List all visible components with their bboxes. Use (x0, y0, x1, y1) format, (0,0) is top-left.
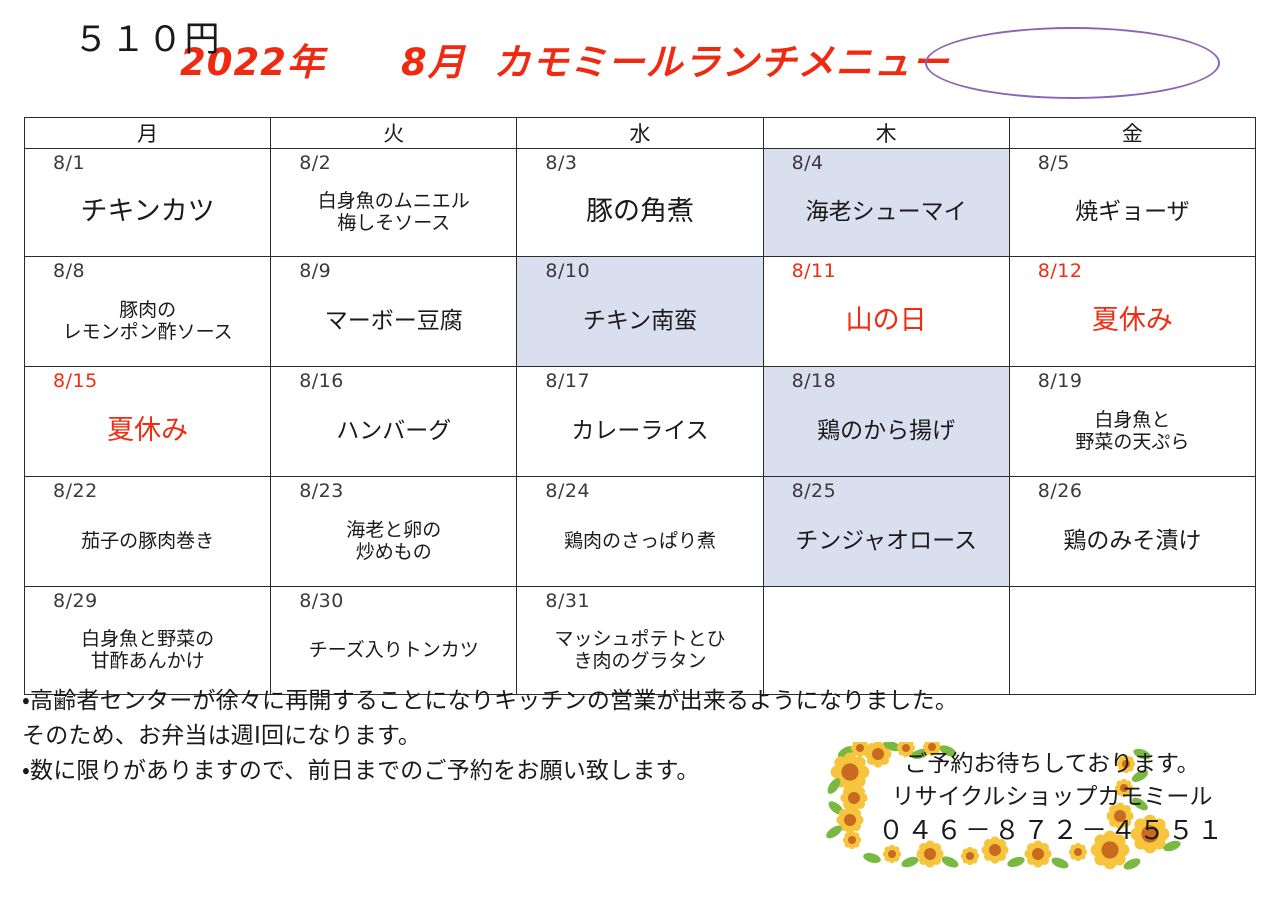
day-cell[interactable]: 8/26 鶏のみそ漬け (1008, 476, 1257, 587)
calendar-week-row: 8/8 豚肉の レモンポン酢ソース 8/9 マーボー豆腐 8/10 チキン南蛮 8/1… (23, 256, 1257, 367)
day-date: 8/24 (545, 480, 591, 502)
day-dish: 白身魚と 野菜の天ぷら (1075, 409, 1190, 454)
weekday-header-wed: 水 (516, 117, 764, 149)
day-dish: 夏休み (1091, 305, 1173, 337)
day-dish: 海老と卵の 炒めもの (346, 519, 442, 564)
day-cell[interactable]: 8/31 マッシュポテトとひ き肉のグラタン (516, 586, 764, 695)
day-dish: カレーライス (571, 417, 709, 444)
day-dish (770, 591, 1003, 688)
day-dish: 茄子の豚肉巻き (81, 530, 215, 553)
contact-line-reservation: ご予約お待ちしております。 (904, 751, 1200, 777)
day-dish: マーボー豆腐 (324, 307, 463, 334)
day-dish: チキン南蛮 (582, 307, 698, 334)
calendar-body: 8/1 チキンカツ 8/2 白身魚のムニエル 梅しそソース 8/3 豚の角煮 8/4 海… (23, 148, 1257, 695)
day-cell-empty[interactable] (1008, 586, 1257, 695)
day-cell[interactable]: 8/30 チーズ入りトンカツ (270, 586, 518, 695)
day-dish: 海老シューマイ (805, 198, 967, 225)
page-header: 2022年 8月 カモミールランチメニュー ５１０円 (0, 0, 1280, 117)
day-date: 8/22 (53, 480, 98, 502)
day-dish: チンジャオロース (795, 527, 977, 554)
calendar-header-row: 月 火 水 木 金 (23, 117, 1257, 149)
day-dish: 鶏肉のさっぱり煮 (563, 530, 716, 553)
day-date: 8/4 (791, 152, 824, 174)
day-dish: チキンカツ (80, 196, 215, 228)
note-line-1: ・高齢者センターが徐々に再開することになりキッチンの営業が出来るようになりました… (22, 688, 959, 714)
day-dish: 山の日 (845, 305, 927, 337)
day-cell[interactable]: 8/29 白身魚と野菜の 甘酢あんかけ (23, 586, 272, 695)
day-cell[interactable]: 8/5 焼ギョーザ (1008, 148, 1257, 257)
day-cell[interactable]: 8/25 チンジャオロース (762, 476, 1010, 587)
contact-line-shop-name: リサイクルショップカモミール (891, 783, 1213, 810)
day-date: 8/15 (53, 370, 98, 392)
day-cell[interactable]: 8/24 鶏肉のさっぱり煮 (516, 476, 764, 587)
day-dish: 焼ギョーザ (1075, 198, 1190, 225)
day-cell[interactable]: 8/15 夏休み (23, 366, 272, 477)
weekday-header-thu: 木 (762, 117, 1010, 149)
day-cell[interactable]: 8/8 豚肉の レモンポン酢ソース (23, 256, 272, 367)
day-dish: 白身魚のムニエル 梅しそソース (317, 190, 470, 235)
day-cell[interactable]: 8/16 ハンバーグ (270, 366, 518, 477)
lunch-menu-calendar: 月 火 水 木 金 8/1 チキンカツ 8/2 白身魚のムニエル 梅しそソース 8/… (23, 117, 1257, 695)
calendar-week-row: 8/15 夏休み 8/16 ハンバーグ 8/17 カレーライス 8/18 鶏のから揚げ … (23, 366, 1257, 477)
weekday-header-fri: 金 (1008, 117, 1257, 149)
day-date: 8/11 (791, 260, 837, 282)
day-cell[interactable]: 8/17 カレーライス (516, 366, 764, 477)
day-cell[interactable]: 8/9 マーボー豆腐 (270, 256, 518, 367)
price-label: ５１０円 (73, 19, 222, 60)
day-dish: 夏休み (107, 415, 189, 447)
day-cell[interactable]: 8/4 海老シューマイ (762, 148, 1010, 257)
day-cell[interactable]: 8/23 海老と卵の 炒めもの (270, 476, 518, 587)
day-date: 8/5 (1037, 152, 1070, 174)
day-date: 8/10 (545, 260, 591, 282)
price-badge-ellipse (925, 27, 1220, 99)
day-dish: 鶏のから揚げ (817, 417, 956, 444)
day-date: 8/31 (545, 590, 591, 612)
calendar-week-row: 8/22 茄子の豚肉巻き 8/23 海老と卵の 炒めもの 8/24 鶏肉のさっぱり煮 … (23, 476, 1257, 587)
day-date: 8/17 (545, 370, 591, 392)
weekday-header-tue: 火 (270, 117, 518, 149)
day-date: 8/25 (791, 480, 837, 502)
day-cell[interactable]: 8/11 山の日 (762, 256, 1010, 367)
day-date: 8/8 (53, 260, 86, 282)
day-cell[interactable]: 8/3 豚の角煮 (516, 148, 764, 257)
day-date: 8/29 (53, 590, 98, 612)
contact-text: ご予約お待ちしております。 リサイクルショップカモミール ０４６－８７２－４５５… (862, 748, 1242, 850)
contact-block: ご予約お待ちしております。 リサイクルショップカモミール ０４６－８７２－４５５… (820, 742, 1260, 872)
day-date: 8/16 (299, 370, 344, 392)
day-dish (1016, 591, 1249, 688)
day-date: 8/18 (791, 370, 837, 392)
day-cell[interactable]: 8/19 白身魚と 野菜の天ぷら (1008, 366, 1257, 477)
day-cell[interactable]: 8/1 チキンカツ (23, 148, 272, 257)
day-cell[interactable]: 8/18 鶏のから揚げ (762, 366, 1010, 477)
note-line-3: ・数に限りがありますので、前日までのご予約をお願い致します。 (22, 757, 700, 784)
day-date: 8/3 (545, 152, 578, 174)
day-dish: 鶏のみそ漬け (1063, 527, 1202, 554)
day-date: 8/19 (1037, 370, 1083, 392)
day-dish: 豚肉の レモンポン酢ソース (62, 299, 233, 344)
calendar-week-row: 8/1 チキンカツ 8/2 白身魚のムニエル 梅しそソース 8/3 豚の角煮 8/4 海… (23, 148, 1257, 257)
day-cell-empty[interactable] (762, 586, 1010, 695)
calendar-week-row: 8/29 白身魚と野菜の 甘酢あんかけ 8/30 チーズ入りトンカツ 8/31 マッシ… (23, 586, 1257, 695)
day-cell[interactable]: 8/12 夏休み (1008, 256, 1257, 367)
day-date: 8/2 (299, 152, 332, 174)
day-date: 8/26 (1037, 480, 1083, 502)
day-cell[interactable]: 8/22 茄子の豚肉巻き (23, 476, 272, 587)
day-date: 8/30 (299, 590, 344, 612)
footer-notes: ・高齢者センターが徐々に再開することになりキッチンの営業が出来るようになりました… (22, 684, 1032, 789)
page-title: 2022年 8月 カモミールランチメニュー (180, 41, 950, 84)
day-dish: 豚の角煮 (585, 196, 694, 228)
day-date: 8/9 (299, 260, 332, 282)
weekday-header-mon: 月 (23, 117, 272, 149)
day-date: 8/12 (1037, 260, 1083, 282)
day-dish: ハンバーグ (336, 417, 452, 444)
day-date: 8/23 (299, 480, 344, 502)
day-cell[interactable]: 8/10 チキン南蛮 (516, 256, 764, 367)
day-cell[interactable]: 8/2 白身魚のムニエル 梅しそソース (270, 148, 518, 257)
note-line-2: そのため、お弁当は週Ⅰ回になります。 (22, 722, 422, 749)
day-dish: マッシュポテトとひ き肉のグラタン (554, 628, 726, 673)
day-date: 8/1 (53, 152, 86, 174)
day-dish: チーズ入りトンカツ (308, 639, 479, 662)
day-dish: 白身魚と野菜の 甘酢あんかけ (81, 628, 215, 673)
contact-phone-number: ０４６－８７２－４５５１ (877, 816, 1226, 847)
